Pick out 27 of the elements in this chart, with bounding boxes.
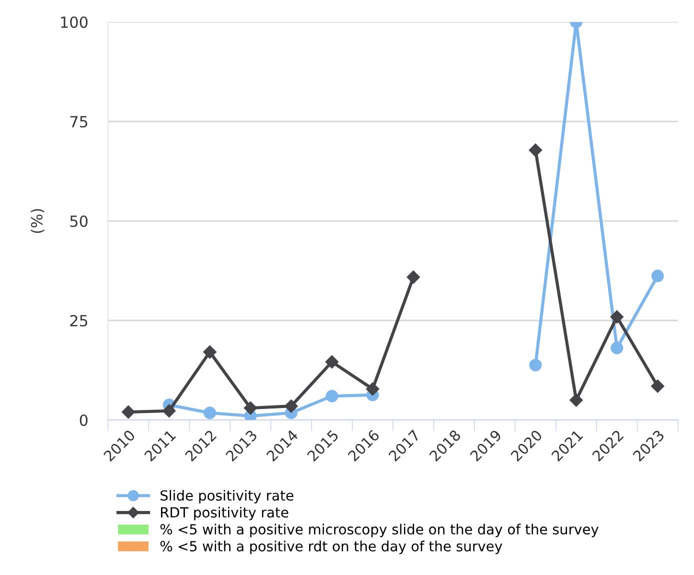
y-axis-title: (%) bbox=[30, 209, 44, 233]
point bbox=[244, 401, 258, 415]
point bbox=[651, 270, 664, 282]
point bbox=[366, 382, 380, 396]
point bbox=[406, 270, 420, 284]
point bbox=[204, 406, 216, 420]
y-tick-label: 75 bbox=[70, 116, 88, 128]
point bbox=[284, 399, 298, 413]
y-tick-label: 25 bbox=[70, 314, 88, 327]
point bbox=[529, 358, 542, 372]
y-tick-label: 0 bbox=[80, 414, 88, 426]
legend-label: % <5 with a positive rdt on the day of the survey bbox=[160, 540, 502, 554]
point bbox=[528, 144, 542, 157]
point bbox=[325, 355, 339, 368]
y-tick-label: 50 bbox=[70, 215, 88, 228]
point bbox=[122, 405, 135, 419]
point bbox=[610, 310, 624, 324]
legend-label: % <5 with a positive microscopy slide on the day of the survey bbox=[160, 524, 599, 538]
point bbox=[651, 380, 664, 393]
legend-label: Slide positivity rate bbox=[160, 490, 294, 504]
legend-label: RDT positivity rate bbox=[161, 506, 288, 520]
point bbox=[610, 342, 624, 354]
y-tick-label: 100 bbox=[61, 16, 88, 28]
point bbox=[162, 404, 176, 418]
point bbox=[203, 345, 216, 359]
point bbox=[570, 394, 583, 407]
point bbox=[326, 390, 338, 402]
